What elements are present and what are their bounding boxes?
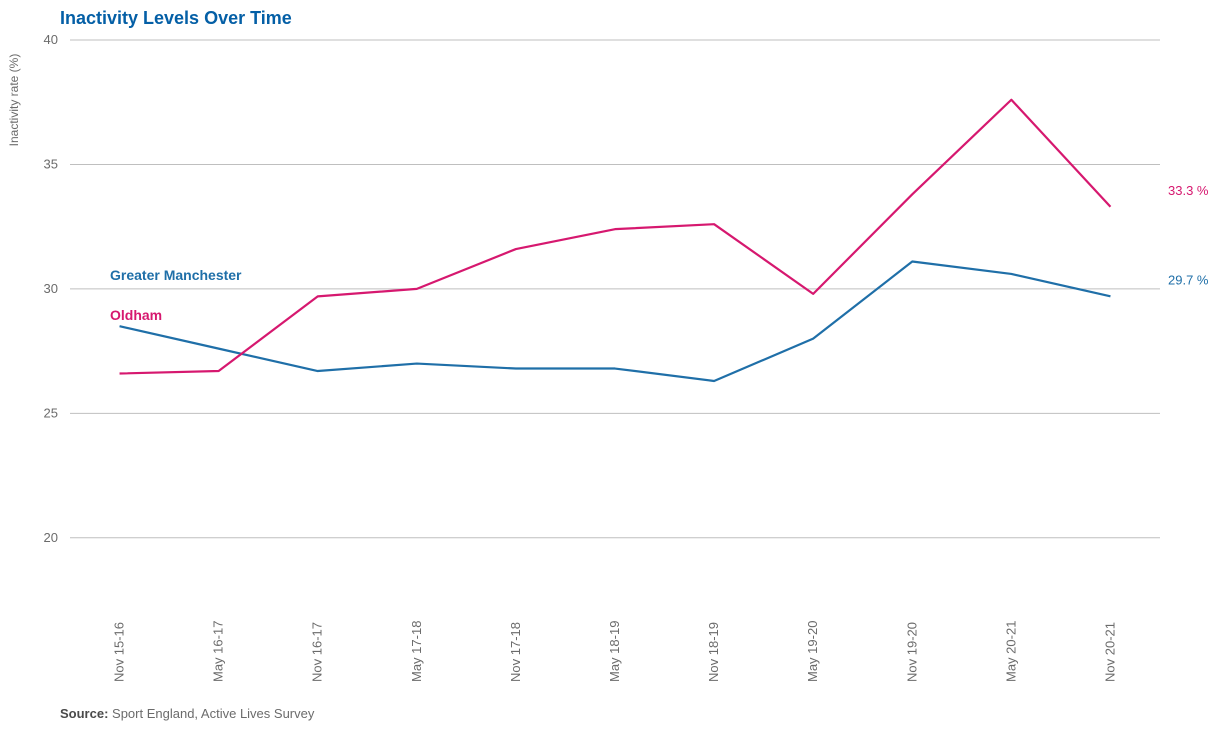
x-tick-label: Nov 17-18: [508, 622, 523, 682]
x-tick-label: Nov 19-20: [904, 622, 919, 682]
series-line-greater-manchester: [120, 262, 1111, 381]
y-tick-label: 35: [44, 156, 58, 171]
x-tick-label: May 16-17: [211, 621, 226, 682]
chart-source: Source: Sport England, Active Lives Surv…: [60, 706, 314, 721]
series-end-label: 33.3 %: [1168, 183, 1209, 198]
chart-container: Inactivity Levels Over Time 2025303540In…: [0, 0, 1211, 736]
y-tick-label: 20: [44, 530, 58, 545]
series-legend-greater-manchester: Greater Manchester: [110, 267, 242, 283]
series-end-label: 29.7 %: [1168, 272, 1209, 287]
x-tick-label: May 17-18: [409, 621, 424, 682]
y-axis-label: Inactivity rate (%): [7, 54, 21, 147]
y-tick-label: 30: [44, 281, 58, 296]
x-tick-label: Nov 20-21: [1102, 622, 1117, 682]
series-line-oldham: [120, 100, 1111, 374]
x-tick-label: Nov 16-17: [310, 622, 325, 682]
source-prefix: Source:: [60, 706, 108, 721]
x-tick-label: May 20-21: [1003, 621, 1018, 682]
source-text: Sport England, Active Lives Survey: [112, 706, 314, 721]
line-chart: 20 25 30 35 40 Inactivity rate (%) Nov 15-16 Ma…: [0, 0, 1211, 736]
x-tick-label: Nov 18-19: [706, 622, 721, 682]
x-tick-label: May 19-20: [805, 621, 820, 682]
y-tick-label: 40: [44, 32, 58, 47]
x-tick-label: Nov 15-16: [112, 622, 127, 682]
x-tick-label: May 18-19: [607, 621, 622, 682]
series-legend-oldham: Oldham: [110, 307, 162, 323]
y-tick-label: 25: [44, 405, 58, 420]
